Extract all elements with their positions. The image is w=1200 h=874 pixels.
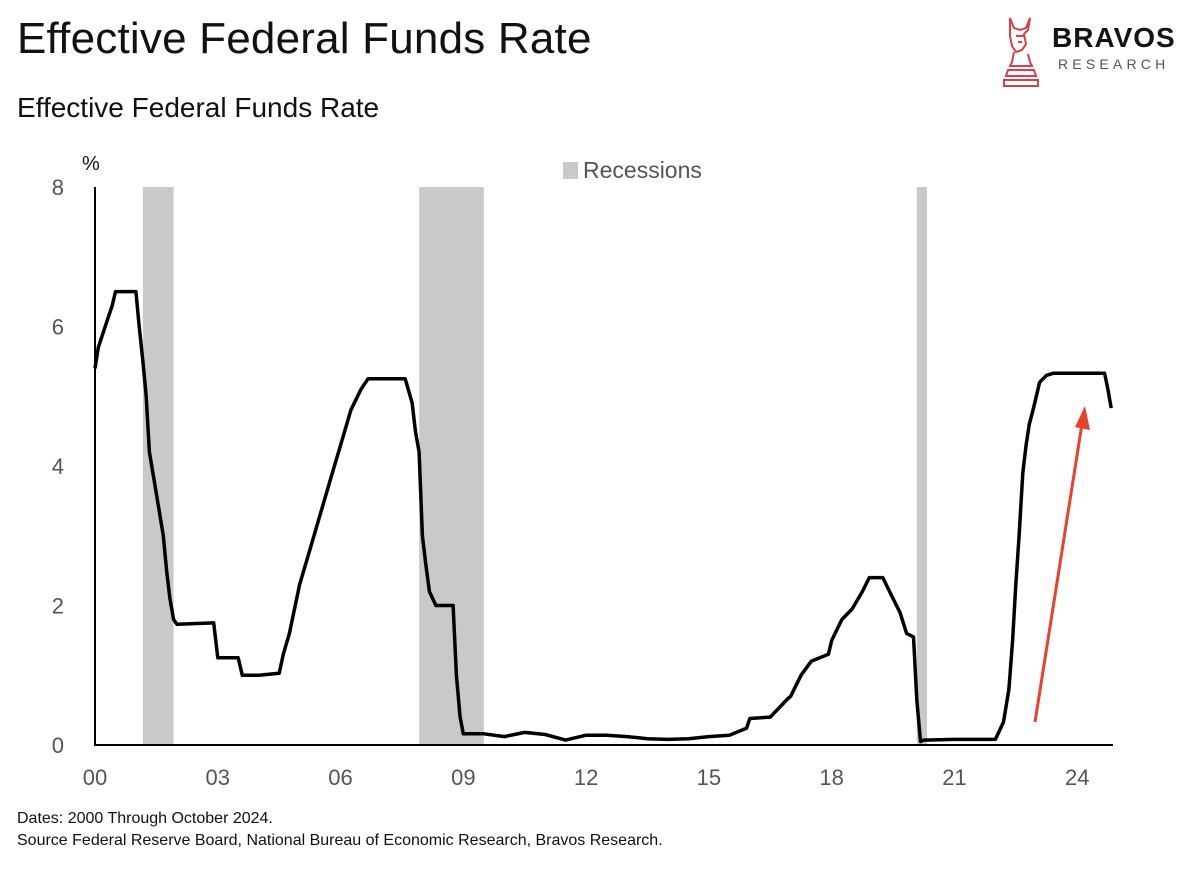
x-tick-label: 21	[942, 765, 966, 790]
y-tick-label: 0	[52, 733, 64, 758]
brand-logo	[1003, 17, 1039, 87]
chart-footnote: Dates: 2000 Through October 2024. Source…	[17, 808, 663, 852]
recession-bands	[142, 187, 928, 745]
y-tick-label: 2	[52, 594, 64, 619]
chart-title: Effective Federal Funds Rate	[17, 14, 592, 63]
legend-swatch-recessions	[563, 162, 578, 179]
recession-band	[916, 187, 928, 745]
footnote-source: Source Federal Reserve Board, National B…	[17, 832, 663, 849]
trend-arrow-head	[1075, 406, 1090, 430]
legend: Recessions	[563, 157, 702, 183]
recession-band	[142, 187, 174, 745]
x-tick-label: 06	[328, 765, 352, 790]
brand-name: BRAVOS	[1052, 22, 1176, 53]
x-tick-label: 03	[206, 765, 230, 790]
axes	[94, 187, 1113, 746]
series-line-effective-fed-funds-rate	[93, 289, 1113, 744]
chart-subtitle: Effective Federal Funds Rate	[17, 92, 380, 123]
x-tick-label: 00	[83, 765, 107, 790]
y-tick-label: 6	[52, 315, 64, 340]
legend-label-recessions: Recessions	[583, 157, 702, 183]
footnote-dates: Dates: 2000 Through October 2024.	[17, 810, 273, 827]
trend-arrow-shaft	[1033, 423, 1084, 723]
x-tick-label: 12	[574, 765, 598, 790]
y-axis-unit-label: %	[82, 153, 100, 175]
recession-band	[419, 187, 484, 745]
x-tick-label: 18	[819, 765, 843, 790]
y-tick-labels: 0 2 4 6 8	[52, 175, 64, 758]
x-tick-label: 24	[1065, 765, 1089, 790]
x-tick-labels: 00 03 06 09 12 15 18 21 24	[83, 765, 1090, 790]
trend-arrow	[1033, 406, 1090, 723]
x-tick-label: 09	[451, 765, 475, 790]
y-tick-label: 4	[52, 454, 64, 479]
y-tick-label: 8	[52, 175, 64, 200]
x-tick-label: 15	[697, 765, 721, 790]
brand-tagline: RESEARCH	[1058, 56, 1170, 72]
bull-chess-knight-icon	[1003, 17, 1039, 87]
